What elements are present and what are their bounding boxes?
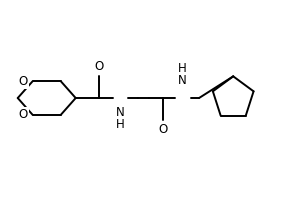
Text: N
H: N H	[116, 106, 125, 131]
Text: O: O	[19, 108, 28, 121]
Text: O: O	[159, 123, 168, 136]
Text: O: O	[19, 75, 28, 88]
Text: O: O	[95, 60, 104, 73]
Text: H
N: H N	[178, 62, 187, 87]
